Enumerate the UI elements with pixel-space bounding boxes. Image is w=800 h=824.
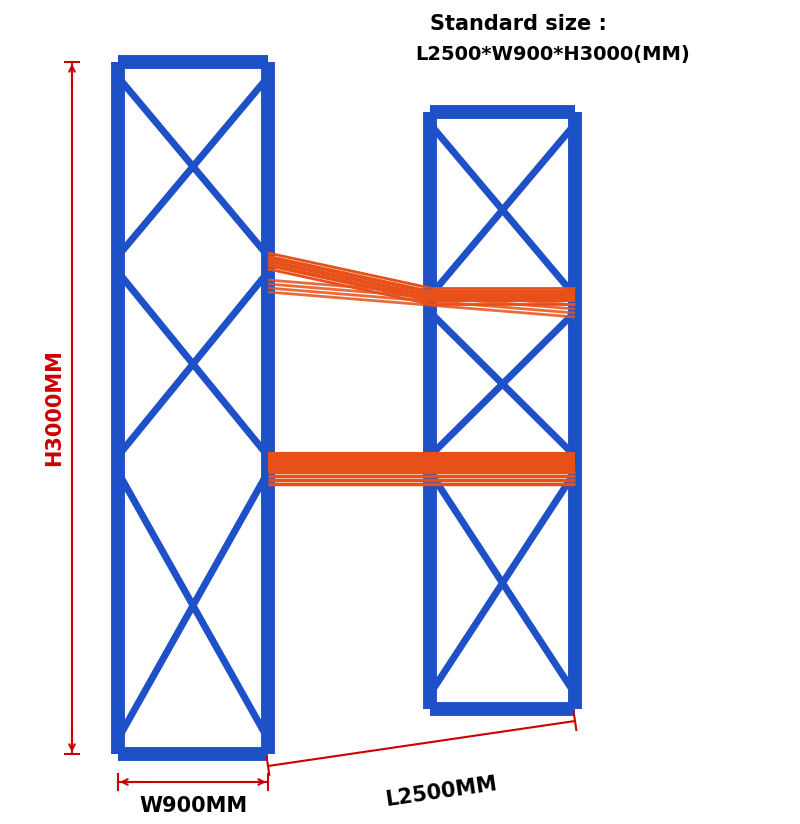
Text: Standard size :: Standard size : <box>430 14 607 34</box>
Text: L2500MM: L2500MM <box>384 774 498 810</box>
Text: W900MM: W900MM <box>139 796 247 816</box>
Text: H3000MM: H3000MM <box>44 349 64 466</box>
Text: L2500*W900*H3000(MM): L2500*W900*H3000(MM) <box>415 45 690 64</box>
